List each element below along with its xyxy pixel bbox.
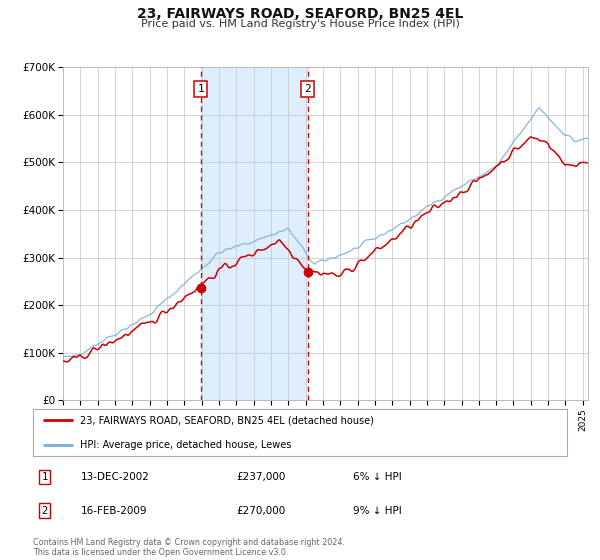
Text: 1: 1 [41, 472, 48, 482]
Text: 9% ↓ HPI: 9% ↓ HPI [353, 506, 402, 516]
Text: 1: 1 [197, 83, 204, 94]
Text: 13-DEC-2002: 13-DEC-2002 [81, 472, 150, 482]
Text: 23, FAIRWAYS ROAD, SEAFORD, BN25 4EL (detached house): 23, FAIRWAYS ROAD, SEAFORD, BN25 4EL (de… [80, 415, 374, 425]
Text: Price paid vs. HM Land Registry's House Price Index (HPI): Price paid vs. HM Land Registry's House … [140, 19, 460, 29]
Text: 6% ↓ HPI: 6% ↓ HPI [353, 472, 402, 482]
Text: 2: 2 [304, 83, 311, 94]
Bar [201, 67, 308, 400]
Text: HPI: Average price, detached house, Lewes: HPI: Average price, detached house, Lewe… [80, 440, 292, 450]
Text: £270,000: £270,000 [236, 506, 285, 516]
Text: 2: 2 [41, 506, 48, 516]
Text: Contains HM Land Registry data © Crown copyright and database right 2024.
This d: Contains HM Land Registry data © Crown c… [33, 538, 345, 557]
Text: £237,000: £237,000 [236, 472, 285, 482]
Text: 23, FAIRWAYS ROAD, SEAFORD, BN25 4EL: 23, FAIRWAYS ROAD, SEAFORD, BN25 4EL [137, 7, 463, 21]
Text: 16-FEB-2009: 16-FEB-2009 [81, 506, 148, 516]
